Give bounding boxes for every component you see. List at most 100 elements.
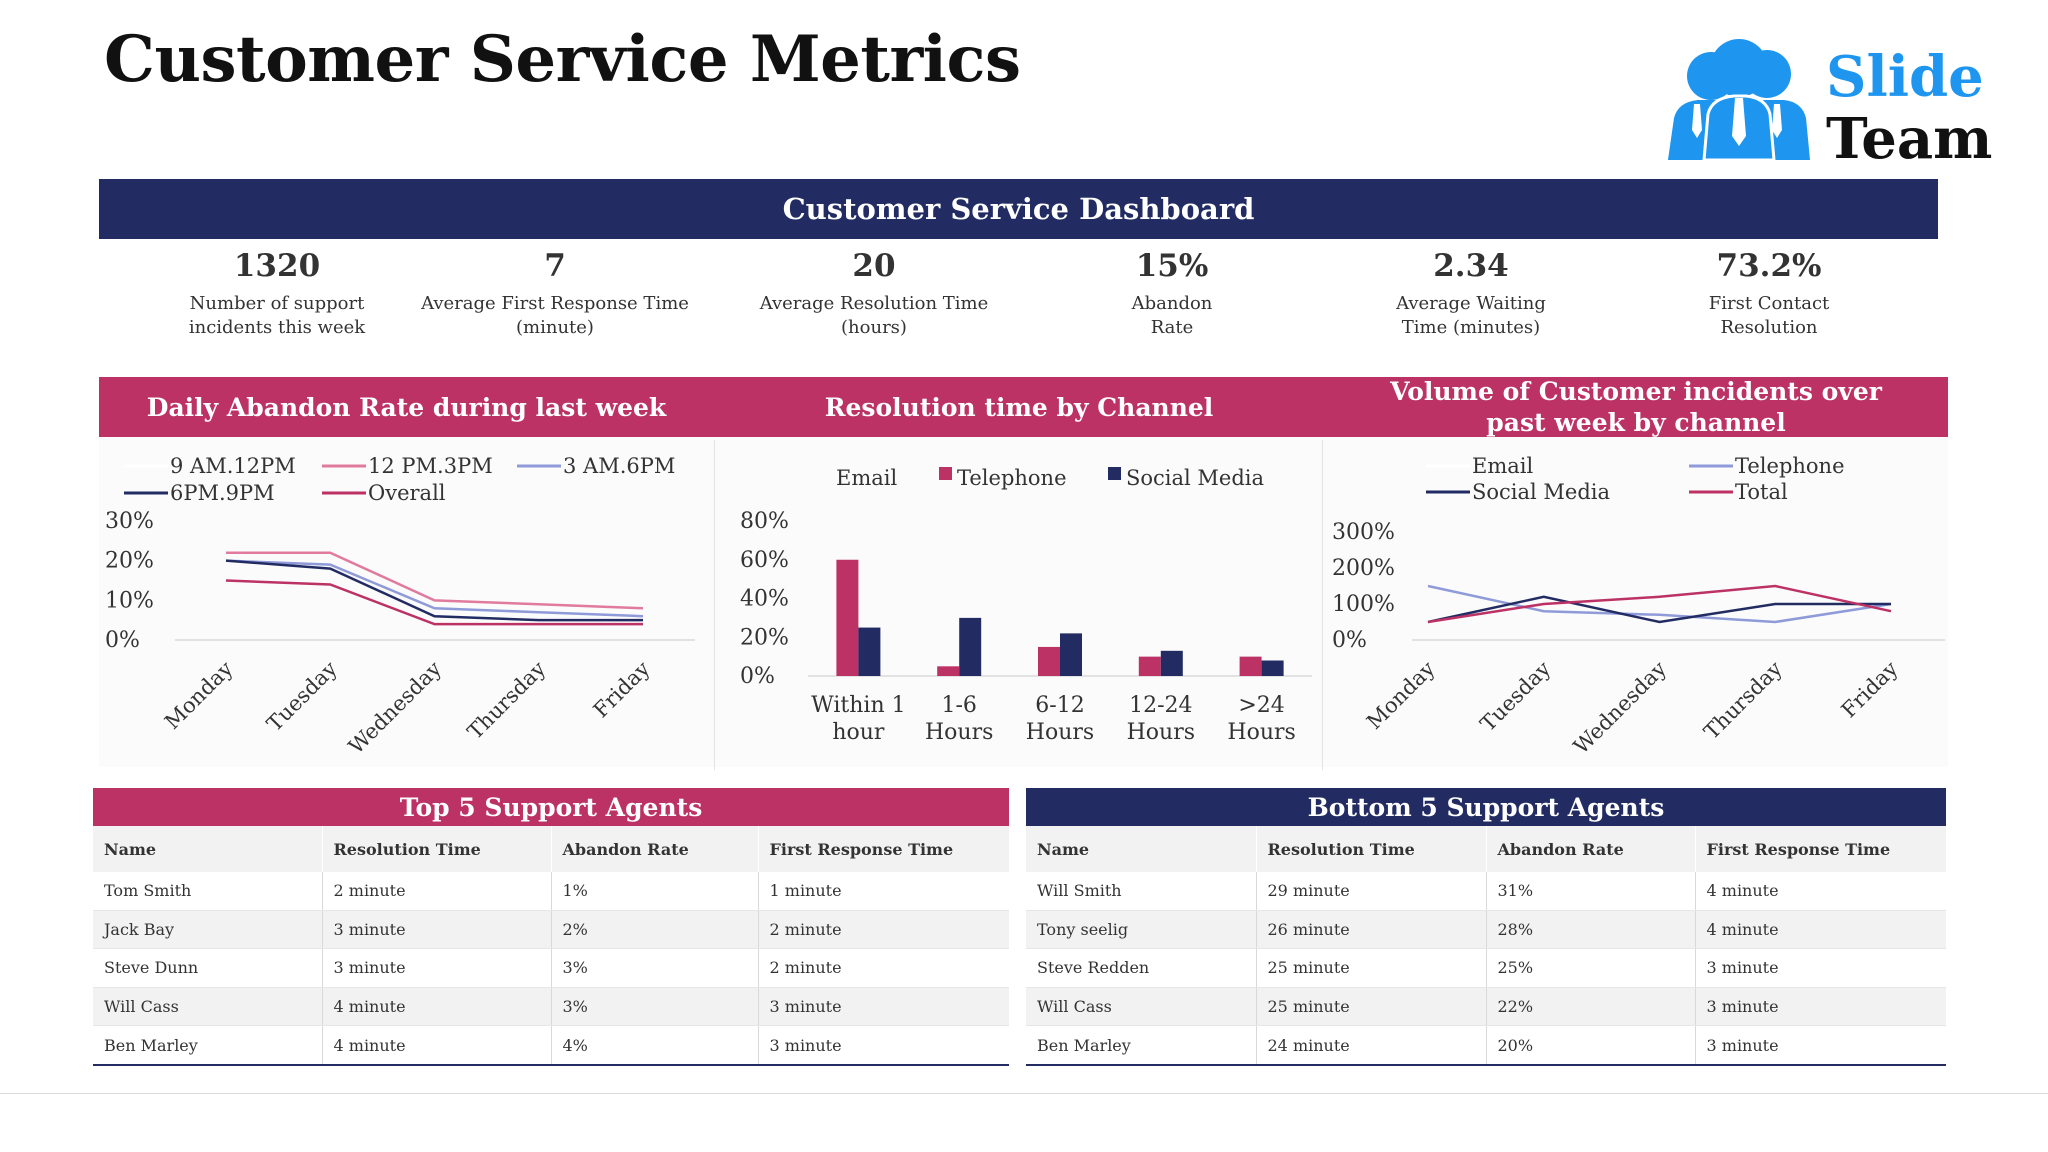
table-row: Steve Redden 25 minute 25% 3 minute bbox=[1026, 948, 1946, 988]
top-agents-table: Name Resolution Time Abandon Rate First Res… bbox=[93, 826, 1009, 1066]
bar bbox=[1060, 633, 1082, 676]
x-tick-label: Monday bbox=[1362, 656, 1440, 734]
table-cell: 3 minute bbox=[758, 1025, 1009, 1066]
table-cell: Steve Dunn bbox=[93, 948, 323, 988]
table-cell: 4 minute bbox=[1695, 910, 1946, 950]
legend-label: Email bbox=[1472, 454, 1533, 478]
legend-label: 9 AM.12PM bbox=[170, 454, 296, 478]
x-tick-label: Wednesday bbox=[1569, 656, 1671, 758]
kpi-waiting-time: 2.34 Average Waiting Time (minutes) bbox=[1331, 246, 1611, 340]
table-cell: 22% bbox=[1486, 987, 1696, 1027]
column-header: Abandon Rate bbox=[551, 826, 759, 872]
x-tick-label: Friday bbox=[1837, 656, 1903, 722]
legend-label: Total bbox=[1735, 480, 1788, 504]
x-tick-label: Monday bbox=[160, 656, 238, 734]
x-tick-label: hour bbox=[832, 720, 885, 745]
chart-header-volume-channel: Volume of Customer incidents over past w… bbox=[1324, 377, 1948, 437]
footer-divider bbox=[0, 1093, 2048, 1094]
table-cell: 29 minute bbox=[1256, 872, 1487, 911]
legend-label: 6PM.9PM bbox=[170, 481, 275, 505]
table-cell: 3 minute bbox=[758, 987, 1009, 1027]
table-cell: 3 minute bbox=[322, 910, 552, 950]
column-header: First Response Time bbox=[1695, 826, 1946, 872]
table-cell: Will Cass bbox=[93, 987, 323, 1027]
table-cell: Ben Marley bbox=[1026, 1025, 1257, 1066]
table-cell: 26 minute bbox=[1256, 910, 1487, 950]
panel-divider bbox=[714, 440, 715, 770]
dashboard-banner: Customer Service Dashboard bbox=[99, 179, 1938, 239]
legend-label: 3 AM.6PM bbox=[563, 454, 675, 478]
x-tick-label: Hours bbox=[925, 720, 993, 745]
column-header: Name bbox=[1026, 826, 1257, 872]
table-cell: 3 minute bbox=[1695, 987, 1946, 1027]
bar bbox=[836, 559, 859, 676]
series-line bbox=[225, 559, 643, 622]
x-tick-label: 12-24 bbox=[1129, 693, 1192, 718]
series-line bbox=[1427, 584, 1892, 624]
y-tick-label: 200% bbox=[1332, 556, 1395, 581]
series-line bbox=[1427, 595, 1891, 624]
kpi-value: 73.2% bbox=[1716, 248, 1822, 284]
table-row: Tony seelig 26 minute 28% 4 minute bbox=[1026, 910, 1946, 950]
table-cell: 4% bbox=[551, 1025, 759, 1066]
bar bbox=[1160, 650, 1183, 676]
table-row: Tom Smith 2 minute 1% 1 minute bbox=[93, 872, 1009, 911]
x-tick-label: Wednesday bbox=[344, 656, 446, 758]
table-cell: 2% bbox=[551, 910, 759, 950]
kpi-label: Abandon Rate bbox=[1131, 293, 1213, 338]
bar bbox=[1038, 646, 1060, 676]
x-tick-label: Friday bbox=[589, 656, 655, 722]
people-icon bbox=[1668, 39, 1810, 162]
y-tick-label: 20% bbox=[105, 549, 154, 574]
column-header: Name bbox=[93, 826, 323, 872]
table-row: Will Cass 4 minute 3% 3 minute bbox=[93, 987, 1009, 1027]
table-cell: 20% bbox=[1486, 1025, 1696, 1066]
chart-panel-abandon bbox=[99, 437, 714, 767]
table-row: Will Cass 25 minute 22% 3 minute bbox=[1026, 987, 1946, 1027]
y-tick-label: 30% bbox=[105, 509, 154, 534]
table-cell: 2 minute bbox=[322, 872, 552, 911]
y-tick-label: 0% bbox=[1332, 628, 1367, 653]
kpi-label: Number of support incidents this week bbox=[188, 293, 366, 338]
table-cell: 4 minute bbox=[322, 1025, 552, 1066]
table-cell: Will Cass bbox=[1026, 987, 1257, 1027]
table-cell: 31% bbox=[1486, 872, 1696, 911]
table-cell: 3% bbox=[551, 987, 759, 1027]
legend-label: Telephone bbox=[957, 466, 1067, 490]
table-cell: 4 minute bbox=[1695, 872, 1946, 911]
bar bbox=[959, 617, 982, 676]
kpi-label: Average Waiting Time (minutes) bbox=[1396, 293, 1546, 338]
table-cell: Will Smith bbox=[1026, 872, 1257, 911]
table-cell: 2 minute bbox=[758, 910, 1009, 950]
table-row: Jack Bay 3 minute 2% 2 minute bbox=[93, 910, 1009, 950]
column-header: Abandon Rate bbox=[1486, 826, 1696, 872]
table-cell: 25 minute bbox=[1256, 987, 1487, 1027]
table-cell: 28% bbox=[1486, 910, 1696, 950]
kpi-label: Average First Response Time (minute) bbox=[421, 293, 689, 338]
kpi-incidents: 1320 Number of support incidents this we… bbox=[137, 246, 417, 340]
kpi-value: 7 bbox=[544, 248, 566, 284]
logo-word-team: Team bbox=[1826, 106, 1992, 168]
table-cell: Tony seelig bbox=[1026, 910, 1257, 950]
legend-label: Telephone bbox=[1735, 454, 1845, 478]
x-tick-label: 6-12 bbox=[1035, 693, 1084, 718]
bar bbox=[1138, 656, 1161, 676]
kpi-value: 2.34 bbox=[1433, 248, 1509, 284]
kpi-value: 1320 bbox=[233, 248, 321, 284]
logo-word-slide: Slide bbox=[1826, 44, 1984, 110]
legend-label: 12 PM.3PM bbox=[368, 454, 493, 478]
x-tick-label: >24 bbox=[1238, 693, 1284, 718]
x-tick-label: Hours bbox=[1127, 720, 1195, 745]
y-tick-label: 60% bbox=[740, 548, 789, 573]
legend-label: Social Media bbox=[1126, 466, 1264, 490]
slideteam-logo: Slide Team bbox=[1668, 39, 1992, 168]
y-tick-label: 300% bbox=[1332, 520, 1395, 545]
x-tick-label: Within 1 bbox=[811, 693, 905, 718]
y-tick-label: 40% bbox=[740, 587, 789, 612]
table-cell: 4 minute bbox=[322, 987, 552, 1027]
table-cell: 25 minute bbox=[1256, 948, 1487, 988]
x-tick-label: Hours bbox=[1227, 720, 1295, 745]
bottom-agents-table: Name Resolution Time Abandon Rate First Res… bbox=[1026, 826, 1946, 1066]
legend-label: Email bbox=[836, 466, 897, 490]
